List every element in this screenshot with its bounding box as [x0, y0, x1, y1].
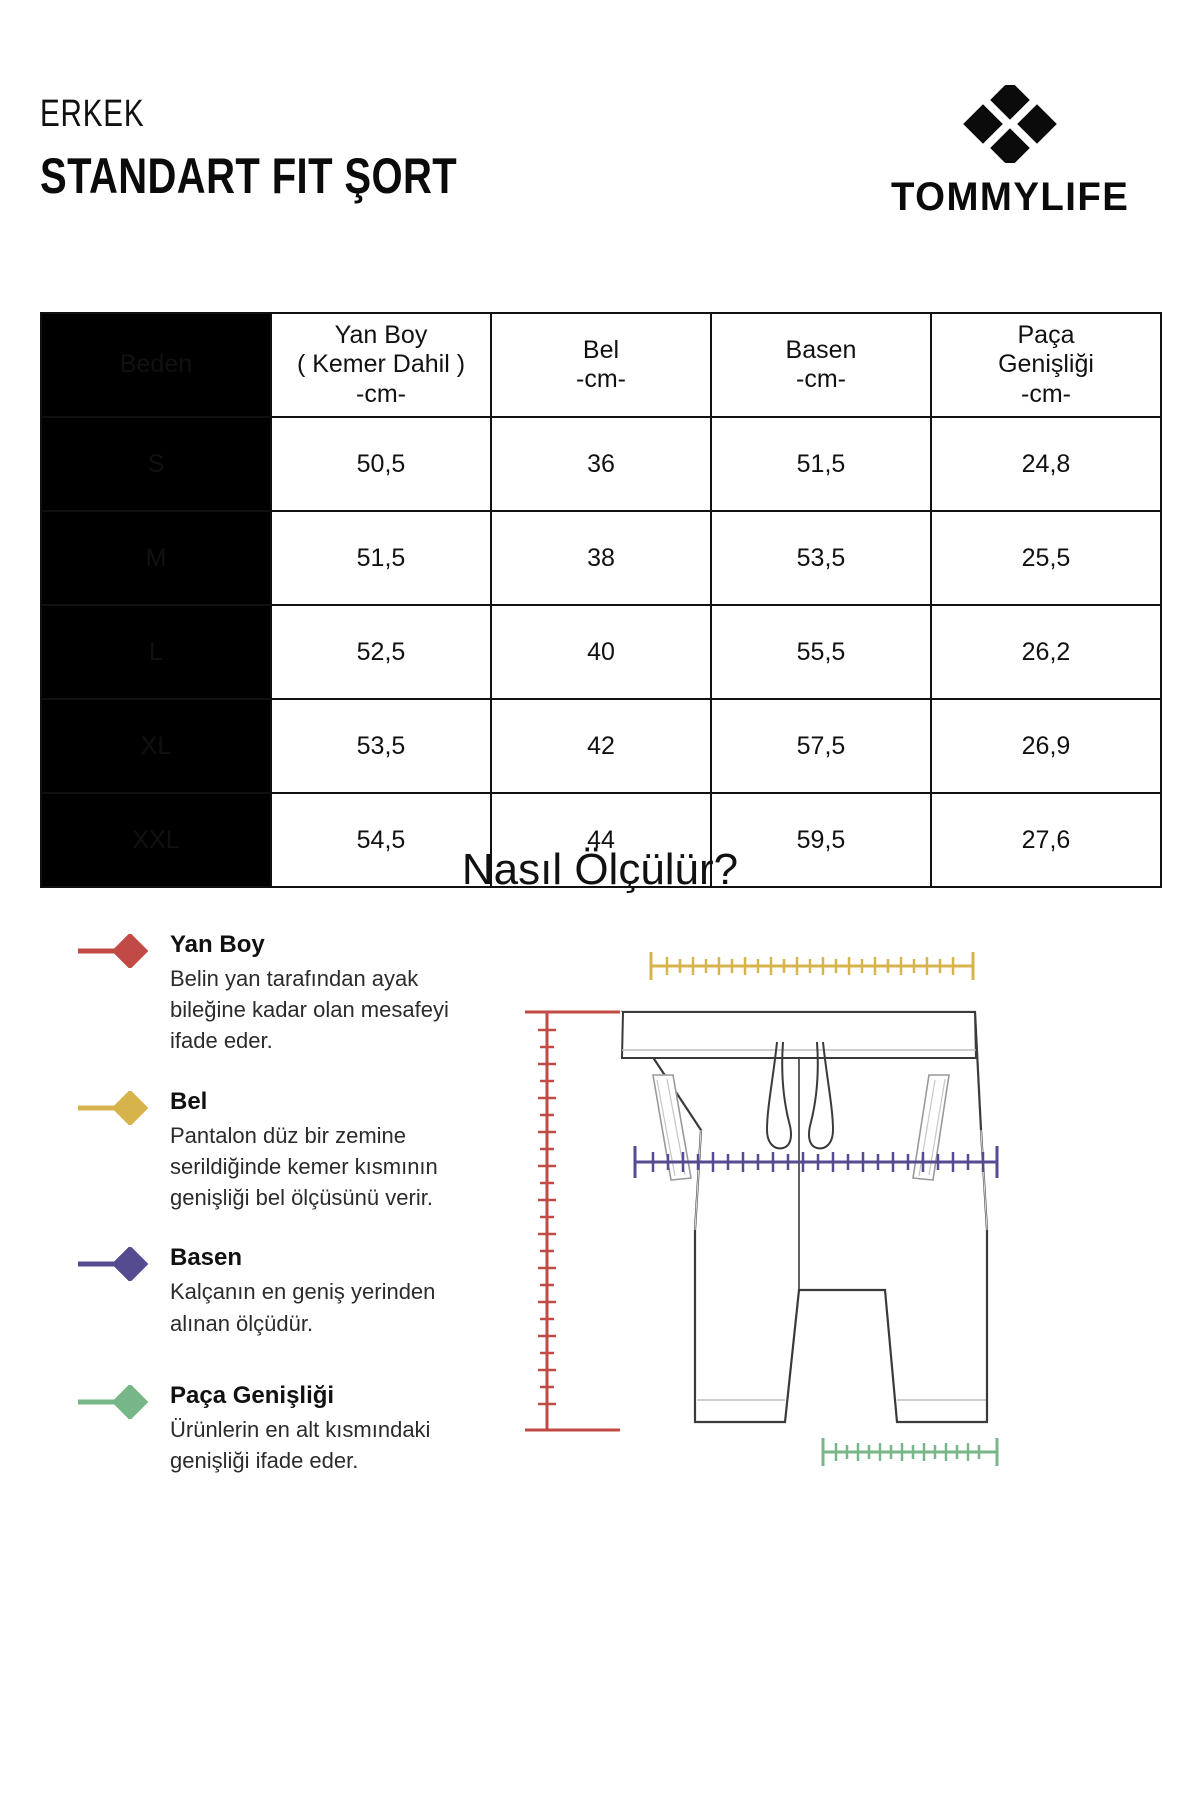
legend-desc-paca-genisligi: Ürünlerin en alt kısmındaki genişliği if…: [170, 1416, 431, 1474]
column-header-beden-line1: Beden: [119, 350, 193, 379]
cell-bel: 36: [490, 416, 712, 512]
cell-size: L: [40, 604, 272, 700]
diamond-pointer-icon: [78, 1247, 149, 1282]
howto-section-title: Nasıl Ölçülür?: [461, 845, 739, 894]
cell-basen: 57,5: [710, 698, 932, 794]
legend-desc-basen: Kalçanın en geniş yerinden alınan ölçüdü…: [170, 1279, 436, 1336]
column-header-paca: Paça Genişliği -cm-: [930, 312, 1162, 418]
column-header-paca-line2: Genişliği: [998, 350, 1094, 379]
cell-basen: 55,5: [710, 604, 932, 700]
legend-text-bel: Bel Pantalon düz bir zemine serildiğinde…: [170, 1087, 498, 1214]
page-header: ERKEK STANDART FIT ŞORT TOMMYLIFE: [40, 85, 1160, 245]
cell-bel: 38: [490, 510, 712, 606]
vertical-ruler-left-icon: [525, 1010, 620, 1432]
table-row: M 51,5 38 53,5 25,5: [40, 510, 1162, 606]
table-row: L 52,5 40 55,5 26,2: [40, 604, 1162, 700]
column-header-paca-line1: Paça: [1017, 320, 1075, 349]
column-header-yan-boy: Yan Boy ( Kemer Dahil ) -cm-: [270, 312, 492, 418]
legend-label-yan-boy: Yan Boy: [170, 931, 265, 958]
cell-paca: 26,2: [930, 604, 1162, 700]
mens-shorts-technical-drawing-icon: [620, 1010, 989, 1424]
diamond-pointer-icon: [78, 1090, 149, 1125]
cell-size: S: [40, 416, 272, 512]
column-header-bel-line2: -cm-: [576, 365, 626, 393]
legend-desc-yan-boy: Belin yan tarafından ayak bileğine kadar…: [170, 966, 449, 1054]
horizontal-ruler-bottom-icon: [821, 1438, 999, 1466]
table-row: XXL 54,5 44 59,5 27,6: [40, 792, 1162, 888]
cell-size: M: [40, 510, 272, 606]
column-header-bel-line1: Bel: [582, 335, 620, 364]
legend-text-paca-genisligi: Paça Genişliği Ürünlerin en alt kısmında…: [170, 1381, 498, 1476]
horizontal-ruler-middle-icon: [633, 1146, 999, 1178]
legend-item-bel: Bel Pantalon düz bir zemine serildiğinde…: [78, 1087, 498, 1214]
cell-yan-boy: 52,5: [270, 604, 492, 700]
column-header-bel: Bel -cm-: [490, 312, 712, 418]
column-header-beden: Beden: [40, 312, 272, 418]
cell-basen: 53,5: [710, 510, 932, 606]
column-header-yan-boy-line2: ( Kemer Dahil ): [296, 350, 466, 379]
column-header-yan-boy-line3: -cm-: [356, 379, 406, 408]
title-block: ERKEK STANDART FIT ŞORT: [40, 95, 561, 201]
cell-yan-boy: 50,5: [270, 416, 492, 512]
cell-yan-boy: 53,5: [270, 698, 492, 794]
legend-label-basen: Basen: [170, 1244, 243, 1272]
cell-basen: 59,5: [710, 792, 932, 888]
brand-name: TOMMYLIFE: [890, 175, 1130, 219]
table-row: S 50,5 36 51,5 24,8: [40, 416, 1162, 512]
size-table: Beden Yan Boy ( Kemer Dahil ) -cm- Bel -…: [40, 312, 1162, 888]
brand-block: TOMMYLIFE: [860, 85, 1160, 220]
four-diamond-logo-icon: [963, 85, 1057, 163]
column-header-basen-line2: -cm-: [796, 365, 846, 393]
legend-item-yan-boy: Yan Boy Belin yan tarafından ayak bileği…: [78, 930, 498, 1057]
diamond-pointer-icon: [78, 934, 149, 968]
cell-bel: 42: [490, 698, 712, 794]
cell-paca: 25,5: [930, 510, 1162, 606]
cell-yan-boy: 51,5: [270, 510, 492, 606]
cell-bel: 44: [490, 792, 712, 888]
legend-label-bel: Bel: [170, 1087, 208, 1115]
column-header-basen-line1: Basen: [785, 335, 857, 364]
cell-paca: 24,8: [930, 416, 1162, 512]
column-header-yan-boy-line1: Yan Boy: [334, 320, 428, 349]
diamond-pointer-icon: [78, 1384, 149, 1419]
table-header-row: Beden Yan Boy ( Kemer Dahil ) -cm- Bel -…: [40, 312, 1162, 418]
cell-yan-boy: 54,5: [270, 792, 492, 888]
cell-paca: 27,6: [930, 792, 1162, 888]
column-header-basen: Basen -cm-: [710, 312, 932, 418]
cell-size: XL: [40, 698, 272, 794]
cell-basen: 51,5: [710, 416, 932, 512]
legend-label-paca-genisligi: Paça Genişliği: [170, 1381, 335, 1409]
table-row: XL 53,5 42 57,5 26,9: [40, 698, 1162, 794]
table-body: S 50,5 36 51,5 24,8 M 51,5 38 53,5 25,5 …: [40, 416, 1162, 888]
legend-desc-bel: Pantalon düz bir zemine serildiğinde kem…: [170, 1122, 438, 1211]
cell-paca: 26,9: [930, 698, 1162, 794]
legend-text-yan-boy: Yan Boy Belin yan tarafından ayak bileği…: [170, 930, 498, 1057]
page-title: STANDART FIT ŞORT: [40, 148, 458, 204]
horizontal-ruler-top-icon: [649, 952, 975, 980]
shorts-measurement-diagram: [505, 930, 1165, 1490]
measurement-legend: Yan Boy Belin yan tarafından ayak bileği…: [78, 930, 498, 1502]
column-header-paca-line3: -cm-: [1021, 379, 1071, 408]
cell-bel: 40: [490, 604, 712, 700]
legend-text-basen: Basen Kalçanın en geniş yerinden alınan …: [170, 1243, 498, 1338]
legend-item-paca-genisligi: Paça Genişliği Ürünlerin en alt kısmında…: [78, 1381, 498, 1476]
legend-item-basen: Basen Kalçanın en geniş yerinden alınan …: [78, 1243, 498, 1338]
cell-size: XXL: [40, 792, 272, 888]
page-eyebrow: ERKEK: [40, 93, 145, 135]
